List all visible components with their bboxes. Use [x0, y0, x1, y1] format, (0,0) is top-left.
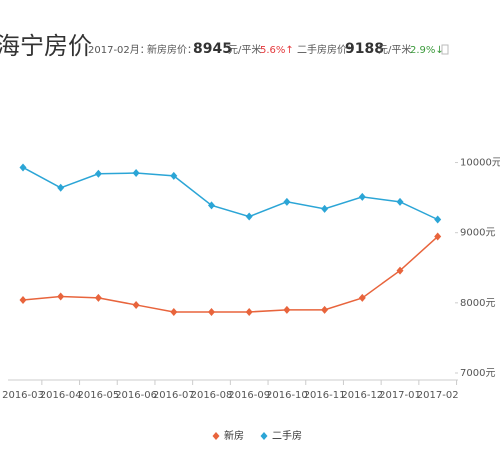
x-tick-label: 2016-05: [78, 390, 120, 401]
point: [19, 296, 27, 305]
point: [321, 305, 329, 314]
point: [19, 163, 27, 172]
used-price: 9188: [345, 41, 384, 57]
x-tick-label: 2016-07: [153, 390, 195, 401]
point: [94, 169, 102, 178]
x-tick-label: 2016-08: [191, 390, 233, 401]
x-tick-label: 2016-04: [40, 390, 82, 401]
point: [208, 307, 215, 316]
y-tick-label: 9000元: [460, 228, 495, 239]
series-line: [22, 235, 439, 313]
point: [245, 212, 253, 221]
point: [434, 232, 442, 241]
y-tick-label: 7000元: [460, 368, 495, 379]
new-label: 新房房价：: [147, 43, 197, 56]
point: [57, 183, 65, 192]
new-change: 5.6%↑: [260, 45, 294, 56]
icon[interactable]: [441, 44, 449, 55]
x-tick-label: 2016-12: [341, 390, 383, 401]
point: [170, 307, 178, 316]
point: [170, 171, 178, 180]
point: [283, 305, 291, 314]
legend-label: 新房: [224, 429, 244, 442]
used-change: 2.9%↓: [410, 45, 444, 56]
point: [208, 201, 215, 210]
new-unit: 元/平米: [228, 43, 261, 56]
y-tick-label: 10000元: [460, 158, 500, 169]
point: [57, 292, 65, 301]
y-tick-label: 8000元: [460, 298, 495, 309]
point: [358, 293, 366, 302]
point: [132, 300, 140, 309]
point: [396, 266, 404, 275]
point: [358, 192, 366, 201]
legend-label: 二手房: [272, 429, 302, 442]
month: 2017-02月：: [88, 44, 150, 56]
point: [245, 307, 253, 316]
x-tick-label: 2016-11: [304, 390, 346, 401]
point: [132, 169, 140, 178]
point: [321, 204, 329, 213]
title: 海宁房价: [0, 32, 92, 60]
legend-marker: [212, 432, 220, 440]
used-unit: 元/平米: [378, 43, 411, 56]
new-price: 8945: [193, 41, 232, 57]
point: [283, 197, 291, 206]
x-tick-label: 2016-09: [228, 390, 270, 401]
x-tick-label: 2017-01: [379, 390, 421, 401]
x-tick-label: 2016-06: [115, 390, 157, 401]
x-tick-label: 2016-03: [2, 390, 44, 401]
x-tick-label: 2017-02: [417, 390, 459, 401]
x-tick-label: 2016-10: [266, 390, 308, 401]
used-label: 二手房房价：: [297, 43, 357, 56]
point: [94, 293, 102, 302]
point: [396, 197, 404, 206]
point: [434, 215, 442, 224]
legend-marker: [260, 432, 268, 440]
series-line: [22, 166, 439, 221]
